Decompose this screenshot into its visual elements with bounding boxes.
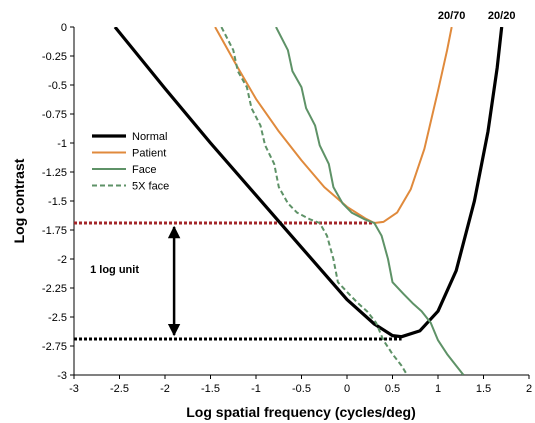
y-tick-label: -2.75 bbox=[42, 341, 67, 353]
legend-label: 5X face bbox=[132, 181, 169, 193]
x-tick-label: -2 bbox=[160, 383, 170, 395]
x-tick-label: 1.5 bbox=[476, 383, 491, 395]
x-tick-label: -1 bbox=[251, 383, 261, 395]
y-tick-label: -2 bbox=[57, 254, 67, 266]
y-tick-label: -1.5 bbox=[48, 196, 67, 208]
series-line-normal bbox=[113, 27, 504, 339]
x-tick-label: -2.5 bbox=[110, 383, 129, 395]
legend-label: Patient bbox=[132, 148, 166, 160]
series-line-face bbox=[275, 27, 465, 375]
legend-label: Normal bbox=[132, 131, 167, 143]
x-tick-label: -1.5 bbox=[201, 383, 220, 395]
x-axis-title: Log spatial frequency (cycles/deg) bbox=[186, 404, 416, 420]
legend-label: Face bbox=[132, 164, 156, 176]
x-tick-label: 0.5 bbox=[385, 383, 400, 395]
series-lines bbox=[113, 27, 504, 375]
top-labels: 20/70 20/20 bbox=[438, 10, 516, 22]
y-tick-label: -3 bbox=[57, 370, 67, 382]
acuity-label: 20/70 bbox=[438, 10, 466, 22]
arrow-label: 1 log unit bbox=[90, 264, 139, 276]
x-tick-label: -3 bbox=[69, 383, 79, 395]
series-line-patient bbox=[214, 27, 453, 224]
y-tick-label: -2.5 bbox=[48, 312, 67, 324]
x-tick-label: -0.5 bbox=[292, 383, 311, 395]
y-axis-title: Log contrast bbox=[11, 158, 27, 243]
x-tick-label: 1 bbox=[435, 383, 441, 395]
x-tick-label: 0 bbox=[344, 383, 350, 395]
y-tick-label: -0.75 bbox=[42, 109, 67, 121]
log-unit-arrow: 1 log unit bbox=[90, 225, 181, 337]
acuity-label: 20/20 bbox=[488, 10, 516, 22]
reference-lines bbox=[74, 221, 402, 341]
y-tick-label: -1.25 bbox=[42, 167, 67, 179]
legend: Normal Patient Face 5X face bbox=[92, 131, 169, 193]
y-tick-label: 0 bbox=[61, 22, 67, 34]
y-axis-ticks: 0 -0.25 -0.5 -0.75 -1 -1.25 -1.5 -1.75 -2 -2.25 -2… bbox=[42, 22, 74, 382]
y-tick-label: -1.75 bbox=[42, 225, 67, 237]
y-tick-label: -0.5 bbox=[48, 80, 67, 92]
y-tick-label: -0.25 bbox=[42, 51, 67, 63]
x-axis-ticks: -3 -2.5 -2 -1.5 -1 -0.5 0 0.5 1 1.5 2 bbox=[69, 375, 532, 395]
axes bbox=[73, 27, 529, 376]
series-line-5x-face bbox=[220, 27, 408, 375]
x-tick-label: 2 bbox=[526, 383, 532, 395]
y-tick-label: -2.25 bbox=[42, 283, 67, 295]
y-tick-label: -1 bbox=[57, 138, 67, 150]
